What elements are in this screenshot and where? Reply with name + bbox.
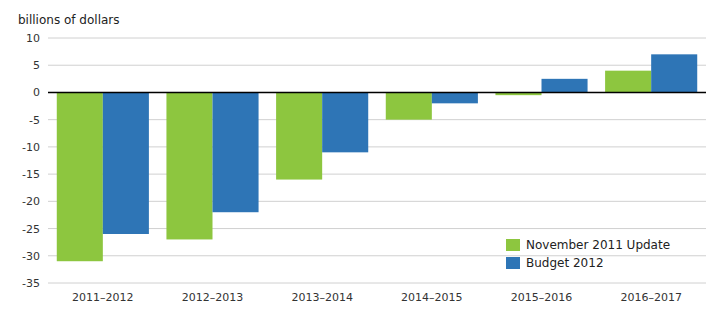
bar bbox=[103, 92, 149, 234]
bar bbox=[322, 92, 368, 152]
x-tick-label: 2011–2012 bbox=[72, 291, 134, 304]
grid-line bbox=[48, 65, 706, 66]
grid-line bbox=[48, 283, 706, 284]
grid bbox=[48, 38, 706, 283]
bar bbox=[542, 79, 588, 93]
grid-line bbox=[48, 92, 706, 93]
y-tick-label: -10 bbox=[22, 141, 40, 154]
x-tick-label: 2015–2016 bbox=[511, 291, 573, 304]
y-tick-label: 10 bbox=[26, 32, 40, 45]
y-tick-label: -30 bbox=[22, 250, 40, 263]
bar bbox=[386, 92, 432, 119]
x-tick-label: 2016–2017 bbox=[620, 291, 682, 304]
bar bbox=[605, 71, 651, 93]
y-tick-label: -20 bbox=[22, 195, 40, 208]
y-tick-label: -35 bbox=[22, 277, 40, 290]
legend-label: November 2011 Update bbox=[526, 238, 670, 252]
legend-label: Budget 2012 bbox=[526, 256, 604, 270]
bar bbox=[213, 92, 259, 212]
bar bbox=[651, 54, 697, 92]
legend-swatch bbox=[506, 239, 520, 251]
y-tick-label: -15 bbox=[22, 168, 40, 181]
y-tick-label: 5 bbox=[33, 59, 40, 72]
legend-swatch bbox=[506, 257, 520, 269]
grid-line bbox=[48, 255, 706, 256]
legend: November 2011 Update Budget 2012 bbox=[506, 238, 670, 270]
y-tick-label: 0 bbox=[33, 86, 40, 99]
x-tick-label: 2012–2013 bbox=[182, 291, 244, 304]
y-tick-label: -25 bbox=[22, 223, 40, 236]
y-axis-label: billions of dollars bbox=[18, 13, 120, 27]
x-tick-label: 2013–2014 bbox=[291, 291, 353, 304]
grid-line bbox=[48, 38, 706, 39]
zero-line bbox=[48, 92, 706, 94]
bar bbox=[432, 92, 478, 103]
bar bbox=[276, 92, 322, 179]
x-tick-label: 2014–2015 bbox=[401, 291, 463, 304]
chart: -35 -30 -25 -20 -15 -10 -5 0 5 10 2011–2012 2012–20… bbox=[0, 0, 720, 313]
bars bbox=[57, 54, 697, 261]
bar bbox=[166, 92, 212, 239]
bar bbox=[57, 92, 103, 261]
y-tick-label: -5 bbox=[29, 114, 40, 127]
